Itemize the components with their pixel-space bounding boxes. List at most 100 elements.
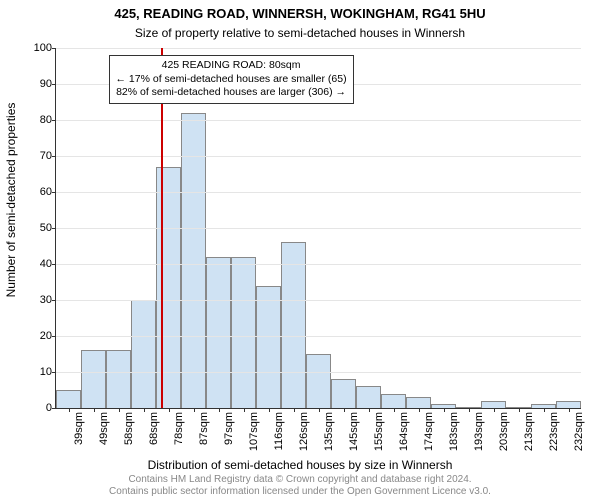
y-tick-mark <box>52 336 56 337</box>
y-tick-mark <box>52 192 56 193</box>
x-tick-mark <box>494 408 495 412</box>
bar <box>181 113 206 408</box>
chart-title-line1: 425, READING ROAD, WINNERSH, WOKINGHAM, … <box>0 6 600 21</box>
x-tick-mark <box>144 408 145 412</box>
x-tick-mark <box>119 408 120 412</box>
x-tick-label: 174sqm <box>423 412 435 451</box>
x-tick-label: 87sqm <box>198 412 210 445</box>
x-tick-label: 203sqm <box>498 412 510 451</box>
y-tick-label: 10 <box>24 366 52 378</box>
y-tick-label: 90 <box>24 78 52 90</box>
x-tick-label: 193sqm <box>473 412 485 451</box>
y-tick-mark <box>52 84 56 85</box>
bar <box>81 350 106 408</box>
x-tick-mark <box>469 408 470 412</box>
y-tick-mark <box>52 120 56 121</box>
x-tick-mark <box>94 408 95 412</box>
x-tick-label: 164sqm <box>398 412 410 451</box>
gridline <box>56 228 581 229</box>
x-tick-mark <box>169 408 170 412</box>
bar <box>381 394 406 408</box>
y-tick-mark <box>52 156 56 157</box>
x-tick-mark <box>319 408 320 412</box>
y-tick-label: 60 <box>24 186 52 198</box>
bar <box>481 401 506 408</box>
bar <box>256 286 281 408</box>
x-tick-label: 116sqm <box>273 412 285 450</box>
x-tick-mark <box>419 408 420 412</box>
x-tick-label: 232sqm <box>573 412 585 451</box>
x-tick-mark <box>394 408 395 412</box>
gridline <box>56 264 581 265</box>
y-tick-mark <box>52 264 56 265</box>
bar <box>281 242 306 408</box>
chart-title-line2: Size of property relative to semi-detach… <box>0 26 600 40</box>
x-tick-label: 107sqm <box>248 412 260 451</box>
y-tick-label: 40 <box>24 258 52 270</box>
x-tick-mark <box>344 408 345 412</box>
bar <box>131 300 156 408</box>
x-tick-mark <box>269 408 270 412</box>
y-tick-label: 100 <box>24 42 52 54</box>
bar <box>106 350 131 408</box>
y-tick-mark <box>52 300 56 301</box>
gridline <box>56 192 581 193</box>
x-tick-mark <box>244 408 245 412</box>
x-tick-mark <box>69 408 70 412</box>
x-tick-label: 68sqm <box>148 412 160 445</box>
bar <box>306 354 331 408</box>
bar <box>206 257 231 408</box>
annotation-line: 425 READING ROAD: 80sqm <box>116 59 347 73</box>
x-tick-label: 145sqm <box>348 412 360 451</box>
gridline <box>56 336 581 337</box>
bar <box>331 379 356 408</box>
y-tick-mark <box>52 408 56 409</box>
x-tick-mark <box>219 408 220 412</box>
gridline <box>56 156 581 157</box>
bar <box>56 390 81 408</box>
x-tick-label: 223sqm <box>548 412 560 451</box>
y-tick-label: 30 <box>24 294 52 306</box>
bar <box>356 386 381 408</box>
y-tick-label: 70 <box>24 150 52 162</box>
x-tick-mark <box>569 408 570 412</box>
chart-container: 425, READING ROAD, WINNERSH, WOKINGHAM, … <box>0 0 600 500</box>
plot-area: 010203040506070809010039sqm49sqm58sqm68s… <box>55 48 581 409</box>
x-tick-mark <box>369 408 370 412</box>
gridline <box>56 120 581 121</box>
x-tick-label: 183sqm <box>448 412 460 451</box>
bar <box>556 401 581 408</box>
x-tick-mark <box>194 408 195 412</box>
x-tick-label: 213sqm <box>523 412 535 451</box>
x-tick-mark <box>544 408 545 412</box>
x-tick-label: 78sqm <box>173 412 185 445</box>
annotation-line: 82% of semi-detached houses are larger (… <box>116 86 347 100</box>
x-tick-mark <box>294 408 295 412</box>
y-tick-mark <box>52 372 56 373</box>
x-tick-label: 58sqm <box>123 412 135 445</box>
gridline <box>56 372 581 373</box>
x-tick-label: 155sqm <box>373 412 385 451</box>
x-tick-label: 135sqm <box>323 412 335 451</box>
copyright-line2: Contains public sector information licen… <box>109 486 491 497</box>
y-tick-label: 50 <box>24 222 52 234</box>
y-tick-label: 20 <box>24 330 52 342</box>
gridline <box>56 48 581 49</box>
x-tick-label: 126sqm <box>298 412 310 451</box>
x-tick-mark <box>519 408 520 412</box>
annotation-line: ← 17% of semi-detached houses are smalle… <box>116 73 347 87</box>
x-tick-label: 39sqm <box>73 412 85 445</box>
bar <box>406 397 431 408</box>
gridline <box>56 300 581 301</box>
y-axis-label: Number of semi-detached properties <box>4 0 18 400</box>
y-tick-label: 80 <box>24 114 52 126</box>
y-tick-mark <box>52 48 56 49</box>
x-tick-label: 49sqm <box>98 412 110 445</box>
copyright-line1: Contains HM Land Registry data © Crown c… <box>128 474 471 485</box>
x-axis-label: Distribution of semi-detached houses by … <box>0 458 600 472</box>
x-tick-mark <box>444 408 445 412</box>
bar <box>231 257 256 408</box>
x-tick-label: 97sqm <box>223 412 235 445</box>
y-tick-label: 0 <box>24 402 52 414</box>
copyright-text: Contains HM Land Registry data © Crown c… <box>0 474 600 498</box>
